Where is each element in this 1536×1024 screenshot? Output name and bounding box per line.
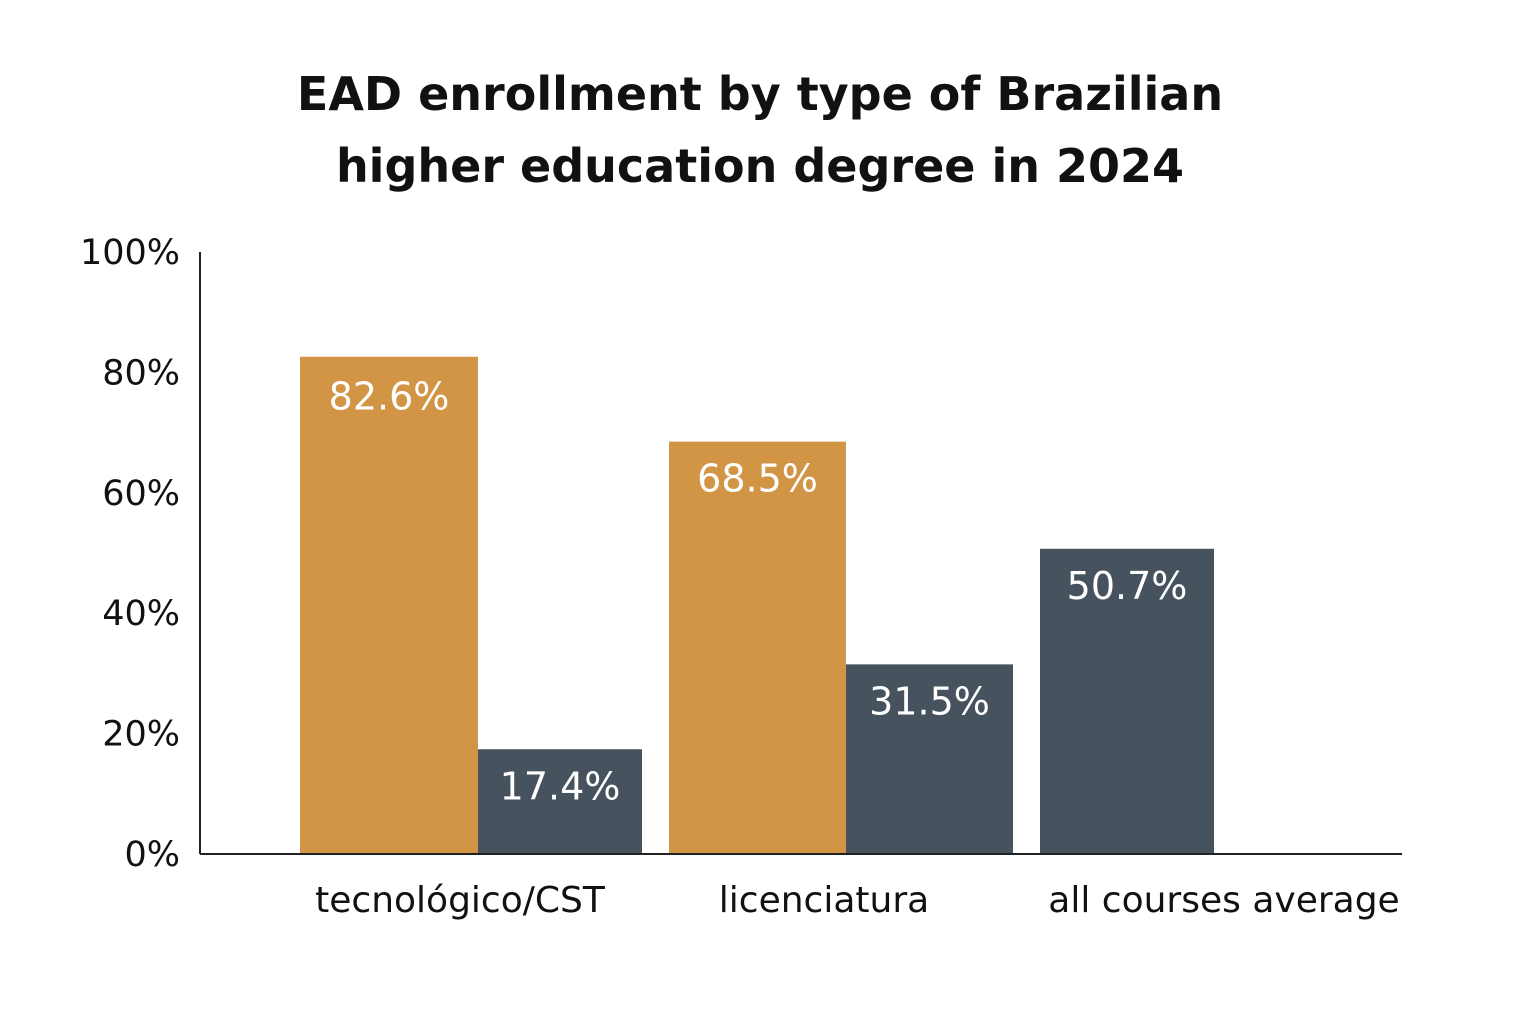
bar-value-label: 31.5% <box>869 679 990 723</box>
chart-title-line-2: higher education degree in 2024 <box>335 139 1185 193</box>
y-tick-label: 60% <box>102 474 180 514</box>
bar <box>478 749 642 854</box>
bar-value-label: 82.6% <box>329 375 450 419</box>
x-category-label: all courses average <box>1048 880 1399 921</box>
chart-title-line-1: EAD enrollment by type of Brazilian <box>296 67 1224 121</box>
y-tick-label: 0% <box>124 835 180 875</box>
bar-value-label: 68.5% <box>697 457 818 501</box>
y-tick-label: 80% <box>102 353 180 393</box>
bar-value-label: 17.4% <box>500 764 621 808</box>
chart-title: EAD enrollment by type of Brazilian high… <box>0 58 1520 202</box>
bar <box>300 356 478 854</box>
x-category-label: licenciatura <box>719 880 929 921</box>
bar <box>846 664 1013 854</box>
bar-value-label: 50.7% <box>1067 564 1188 608</box>
y-tick-label: 20% <box>102 715 180 755</box>
bar <box>669 441 846 854</box>
bar <box>1040 548 1214 854</box>
y-tick-label: 40% <box>102 594 180 634</box>
y-tick-label: 100% <box>80 233 180 273</box>
x-category-label: tecnológico/CST <box>315 880 606 921</box>
